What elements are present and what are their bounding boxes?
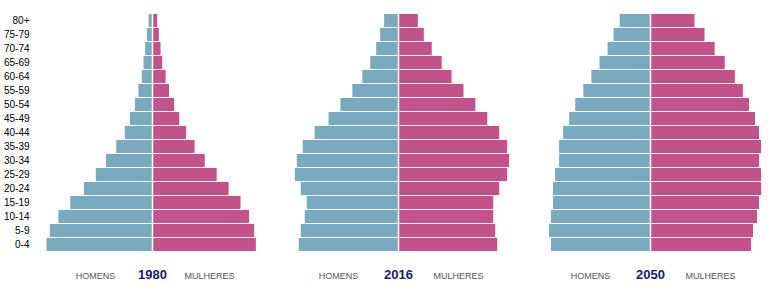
svg-text:2016: 2016 [384,267,413,282]
svg-text:HOMENS: HOMENS [571,271,611,281]
svg-text:40-44: 40-44 [4,127,30,138]
svg-text:80+: 80+ [13,15,30,26]
svg-text:2050: 2050 [636,267,665,282]
svg-text:35-39: 35-39 [4,141,30,152]
svg-text:50-54: 50-54 [4,99,30,110]
svg-text:MULHERES: MULHERES [184,271,234,281]
svg-text:60-64: 60-64 [4,71,30,82]
svg-text:45-49: 45-49 [4,113,30,124]
svg-text:MULHERES: MULHERES [433,271,483,281]
svg-text:10-14: 10-14 [4,211,30,222]
svg-text:15-19: 15-19 [4,197,30,208]
svg-text:1980: 1980 [138,267,167,282]
svg-text:55-59: 55-59 [4,85,30,96]
svg-text:5-9: 5-9 [15,225,30,236]
svg-text:30-34: 30-34 [4,155,30,166]
svg-text:75-79: 75-79 [4,29,30,40]
svg-text:HOMENS: HOMENS [76,271,116,281]
svg-text:0-4: 0-4 [15,239,30,250]
svg-text:65-69: 65-69 [4,57,30,68]
svg-text:20-24: 20-24 [4,183,30,194]
svg-text:HOMENS: HOMENS [319,271,359,281]
svg-text:MULHERES: MULHERES [685,271,735,281]
svg-text:70-74: 70-74 [4,43,30,54]
svg-text:25-29: 25-29 [4,169,30,180]
